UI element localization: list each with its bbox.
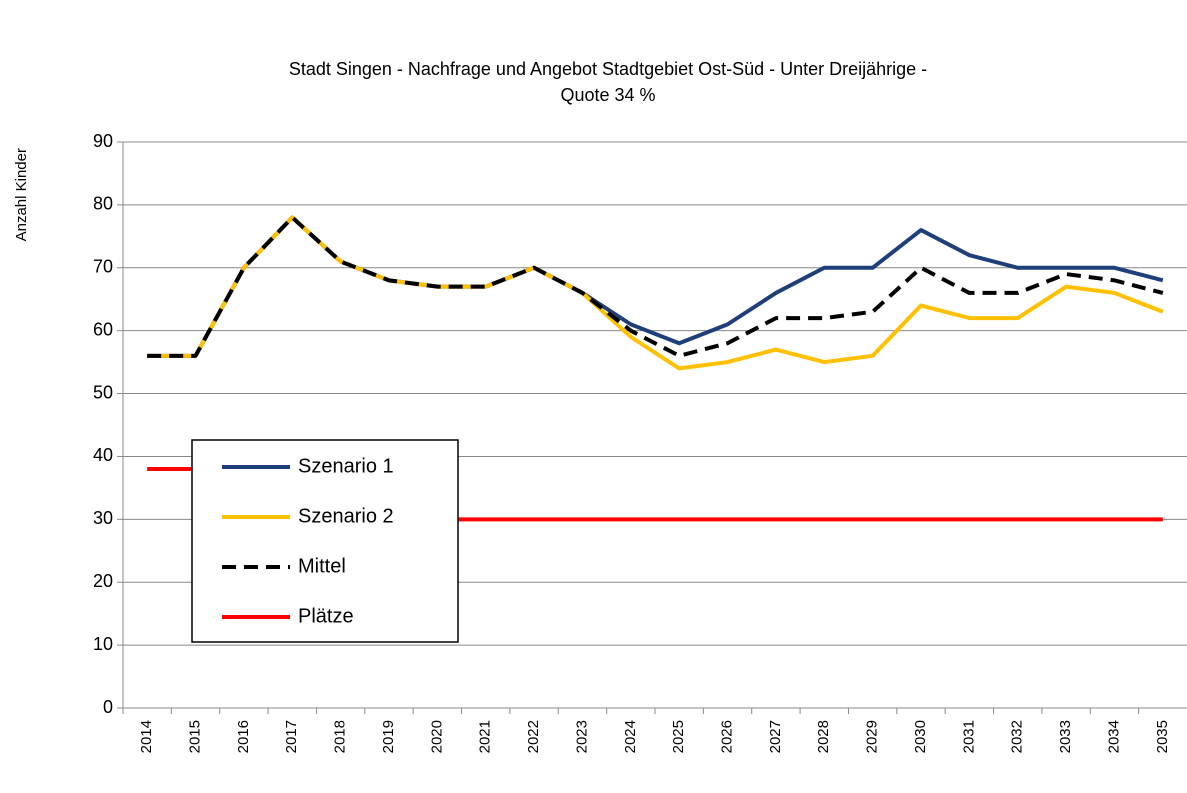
x-tick-label: 2015 xyxy=(187,720,204,753)
x-tick-label: 2029 xyxy=(864,720,881,753)
series-line xyxy=(147,215,1164,358)
y-tick-label: 10 xyxy=(93,634,113,654)
y-tick-label: 30 xyxy=(93,508,113,528)
y-tick-label: 40 xyxy=(93,445,113,465)
chart-title: Stadt Singen - Nachfrage und Angebot Sta… xyxy=(289,59,927,79)
x-tick-label: 2031 xyxy=(960,720,977,753)
x-tick-label: 2030 xyxy=(912,720,929,753)
x-tick-label: 2022 xyxy=(525,720,542,753)
y-tick-label: 50 xyxy=(93,382,113,402)
legend-label: Szenario 1 xyxy=(298,455,394,477)
x-tick-label: 2021 xyxy=(477,720,494,753)
y-tick-label: 90 xyxy=(93,131,113,151)
legend-label: Mittel xyxy=(298,555,346,577)
x-tick-label: 2027 xyxy=(767,720,784,753)
x-tick-label: 2016 xyxy=(235,720,252,753)
x-tick-label: 2014 xyxy=(138,720,155,753)
x-tick-label: 2024 xyxy=(622,720,639,753)
y-axis-label: Anzahl Kinder xyxy=(13,148,30,241)
y-tick-label: 80 xyxy=(93,194,113,214)
legend-box xyxy=(191,439,459,643)
x-tick-label: 2018 xyxy=(332,720,349,753)
x-tick-label: 2025 xyxy=(670,720,687,753)
chart-title: Quote 34 % xyxy=(560,85,655,105)
x-tick-label: 2019 xyxy=(380,720,397,753)
legend: Szenario 1 Szenario 2 Mittel Plätze xyxy=(191,439,459,643)
series-line xyxy=(147,215,1164,358)
y-tick-label: 60 xyxy=(93,319,113,339)
x-tick-label: 2035 xyxy=(1154,720,1171,753)
y-tick-label: 0 xyxy=(103,697,113,717)
y-tick-label: 70 xyxy=(93,257,113,277)
y-tick-label: 20 xyxy=(93,571,113,591)
x-tick-label: 2020 xyxy=(428,720,445,753)
legend-label: Szenario 2 xyxy=(298,505,394,527)
x-tick-label: 2017 xyxy=(283,720,300,753)
x-tick-label: 2028 xyxy=(815,720,832,753)
x-tick-label: 2034 xyxy=(1105,720,1122,753)
x-tick-label: 2023 xyxy=(573,720,590,753)
x-tick-label: 2032 xyxy=(1009,720,1026,753)
legend-label: Plätze xyxy=(298,605,354,627)
x-tick-label: 2026 xyxy=(719,720,736,753)
x-tick-label: 2033 xyxy=(1057,720,1074,753)
